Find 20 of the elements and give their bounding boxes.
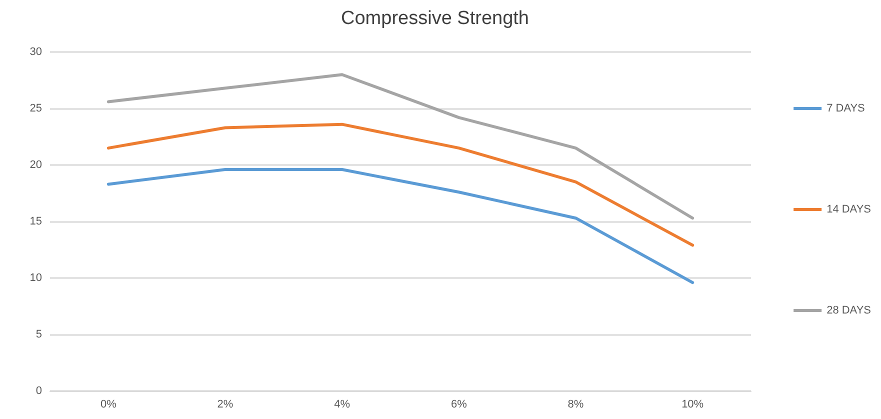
y-tick-label: 20 xyxy=(30,159,42,171)
y-tick-label: 30 xyxy=(30,46,42,58)
legend-label: 14 DAYS xyxy=(826,204,872,216)
x-tick-label: 0% xyxy=(100,398,117,410)
x-tick-label: 4% xyxy=(334,398,350,410)
y-tick-label: 0 xyxy=(36,385,42,397)
x-tick-label: 8% xyxy=(568,398,584,410)
y-tick-label: 5 xyxy=(36,328,42,340)
chart-title: Compressive Strength xyxy=(341,8,529,29)
line-series xyxy=(106,73,694,220)
x-tick-label: 10% xyxy=(682,398,704,410)
x-tick-label: 6% xyxy=(450,398,468,410)
x-tick-label: 2% xyxy=(217,398,234,410)
y-tick-label: 10 xyxy=(30,272,42,284)
y-tick-label: 15 xyxy=(30,216,42,228)
legend-label: 7 DAYS xyxy=(826,102,865,114)
y-tick-label: 25 xyxy=(30,102,42,114)
line-series xyxy=(106,168,694,284)
legend-label: 28 DAYS xyxy=(826,304,872,316)
line-series xyxy=(106,122,694,247)
